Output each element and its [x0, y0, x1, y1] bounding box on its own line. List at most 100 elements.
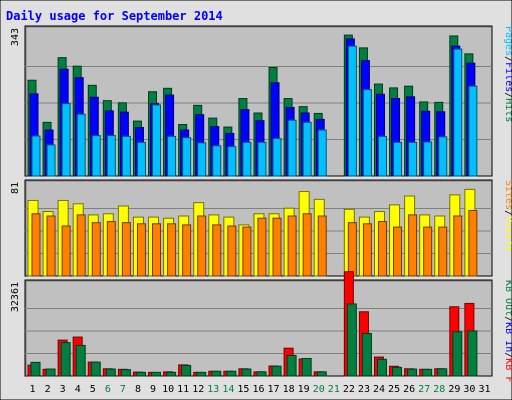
panels-layer: 343Pages/Files/Hits81Sites/Visits32361KB…	[10, 25, 512, 382]
bar-kbytes-kb-out-22	[346, 303, 357, 377]
bar-visits-sites-3	[61, 225, 71, 277]
axis-legend-item-visits-0: Sites	[503, 180, 512, 210]
bar-visits-sites-2	[46, 215, 56, 277]
axis-legend-item-kbytes-1: /	[503, 316, 512, 322]
bar-kbytes-kb-out-7	[120, 369, 131, 377]
bar-kbytes-kb-out-9	[151, 371, 162, 377]
axis-legend-usage: Pages/Files/Hits	[503, 26, 512, 122]
bar-usage-pages-10	[167, 135, 177, 177]
bar-kbytes-kb-out-4	[75, 344, 86, 377]
day-label-7: 7	[120, 384, 126, 395]
bar-visits-sites-1	[31, 213, 41, 277]
axis-legend-item-usage-1: /	[503, 56, 512, 62]
bar-kbytes-kb-out-19	[301, 357, 312, 377]
bar-kbytes-kb-out-26	[407, 368, 418, 377]
bar-usage-pages-14	[227, 146, 237, 177]
axis-legend-item-kbytes-2: KB In	[503, 322, 512, 352]
bar-kbytes-kb-out-24	[376, 358, 387, 377]
bar-kbytes-kb-out-28	[437, 368, 448, 377]
bar-usage-pages-27	[423, 141, 433, 177]
bar-kbytes-kb-out-13	[211, 370, 222, 377]
day-label-11: 11	[177, 384, 189, 395]
axis-legend-item-visits-2: Visits	[503, 216, 512, 252]
bar-kbytes-kb-out-6	[105, 368, 116, 377]
day-label-17: 17	[268, 384, 280, 395]
bar-visits-sites-25	[393, 226, 403, 277]
bar-kbytes-kb-out-29	[452, 331, 463, 377]
bar-kbytes-kb-out-20	[316, 371, 327, 377]
bar-kbytes-kb-out-8	[135, 371, 146, 377]
day-label-4: 4	[75, 384, 81, 395]
bar-visits-sites-27	[423, 226, 433, 277]
bar-kbytes-kb-out-17	[271, 365, 282, 377]
day-label-14: 14	[222, 384, 234, 395]
bar-usage-pages-7	[121, 135, 131, 177]
y-max-label-kbytes: 32361	[10, 282, 21, 312]
day-label-13: 13	[207, 384, 219, 395]
bar-usage-pages-4	[76, 113, 86, 177]
day-label-6: 6	[105, 384, 111, 395]
axis-legend-kbytes: KB Out/KB In/KB F	[503, 280, 512, 382]
bar-kbytes-kb-out-23	[361, 332, 372, 377]
bar-visits-sites-5	[91, 222, 101, 277]
bar-usage-pages-30	[468, 85, 478, 177]
axis-legend-item-usage-0: Pages	[503, 26, 512, 56]
bar-usage-pages-15	[242, 141, 252, 177]
y-max-label-visits: 81	[10, 182, 21, 194]
day-label-18: 18	[283, 384, 295, 395]
day-label-5: 5	[90, 384, 96, 395]
bar-visits-sites-26	[408, 214, 418, 277]
bar-usage-pages-17	[272, 138, 282, 177]
bar-visits-sites-17	[272, 217, 282, 277]
bar-visits-sites-8	[136, 223, 146, 277]
day-label-3: 3	[60, 384, 66, 395]
bar-usage-pages-25	[393, 141, 403, 177]
bar-kbytes-kb-out-12	[196, 371, 207, 377]
bar-visits-sites-30	[468, 209, 478, 277]
bar-usage-pages-8	[136, 141, 146, 177]
bar-visits-sites-18	[287, 215, 297, 277]
bar-usage-pages-16	[257, 141, 267, 177]
bar-usage-pages-22	[347, 45, 357, 177]
bar-visits-sites-23	[362, 223, 372, 277]
day-label-16: 16	[252, 384, 264, 395]
day-label-25: 25	[388, 384, 400, 395]
axis-legend-item-visits-1: /	[503, 210, 512, 216]
bar-usage-pages-1	[31, 135, 41, 177]
axis-legend-item-kbytes-3: /	[503, 352, 512, 358]
day-label-15: 15	[237, 384, 249, 395]
bar-kbytes-kb-out-27	[422, 368, 433, 377]
bar-usage-pages-11	[182, 137, 192, 177]
bar-visits-sites-16	[257, 217, 267, 277]
day-label-30: 30	[463, 384, 475, 395]
bar-usage-pages-5	[91, 135, 101, 177]
day-label-9: 9	[150, 384, 156, 395]
day-label-26: 26	[403, 384, 415, 395]
axis-legend-item-usage-2: Files	[503, 62, 512, 92]
panel-kbytes: 32361 KB Out/KB In/KB F	[10, 271, 512, 382]
day-labels: 1 2 3 4 5 6 7 8 9 10 11 12 13 14 15 16 17 18 19 20 21 22 23 24 2…	[30, 384, 491, 395]
bar-kbytes-kb-out-5	[90, 361, 101, 377]
bar-visits-sites-9	[152, 223, 162, 277]
day-label-1: 1	[30, 384, 36, 395]
bar-usage-pages-23	[362, 89, 372, 177]
day-label-12: 12	[192, 384, 204, 395]
bar-usage-pages-24	[377, 135, 387, 177]
bar-usage-pages-2	[46, 144, 56, 177]
bar-visits-sites-12	[197, 215, 207, 277]
bar-visits-sites-10	[167, 223, 177, 277]
day-label-29: 29	[448, 384, 460, 395]
day-label-20: 20	[313, 384, 325, 395]
day-label-2: 2	[45, 384, 51, 395]
day-label-27: 27	[418, 384, 430, 395]
bar-kbytes-kb-out-15	[241, 368, 252, 377]
bar-visits-sites-22	[347, 222, 357, 277]
day-label-23: 23	[358, 384, 370, 395]
bar-usage-pages-20	[317, 129, 327, 177]
bar-kbytes-kb-out-30	[467, 330, 478, 377]
bar-visits-sites-19	[302, 213, 312, 277]
axis-legend-item-kbytes-4: KB F	[503, 358, 512, 382]
bar-visits-sites-15	[242, 226, 252, 277]
